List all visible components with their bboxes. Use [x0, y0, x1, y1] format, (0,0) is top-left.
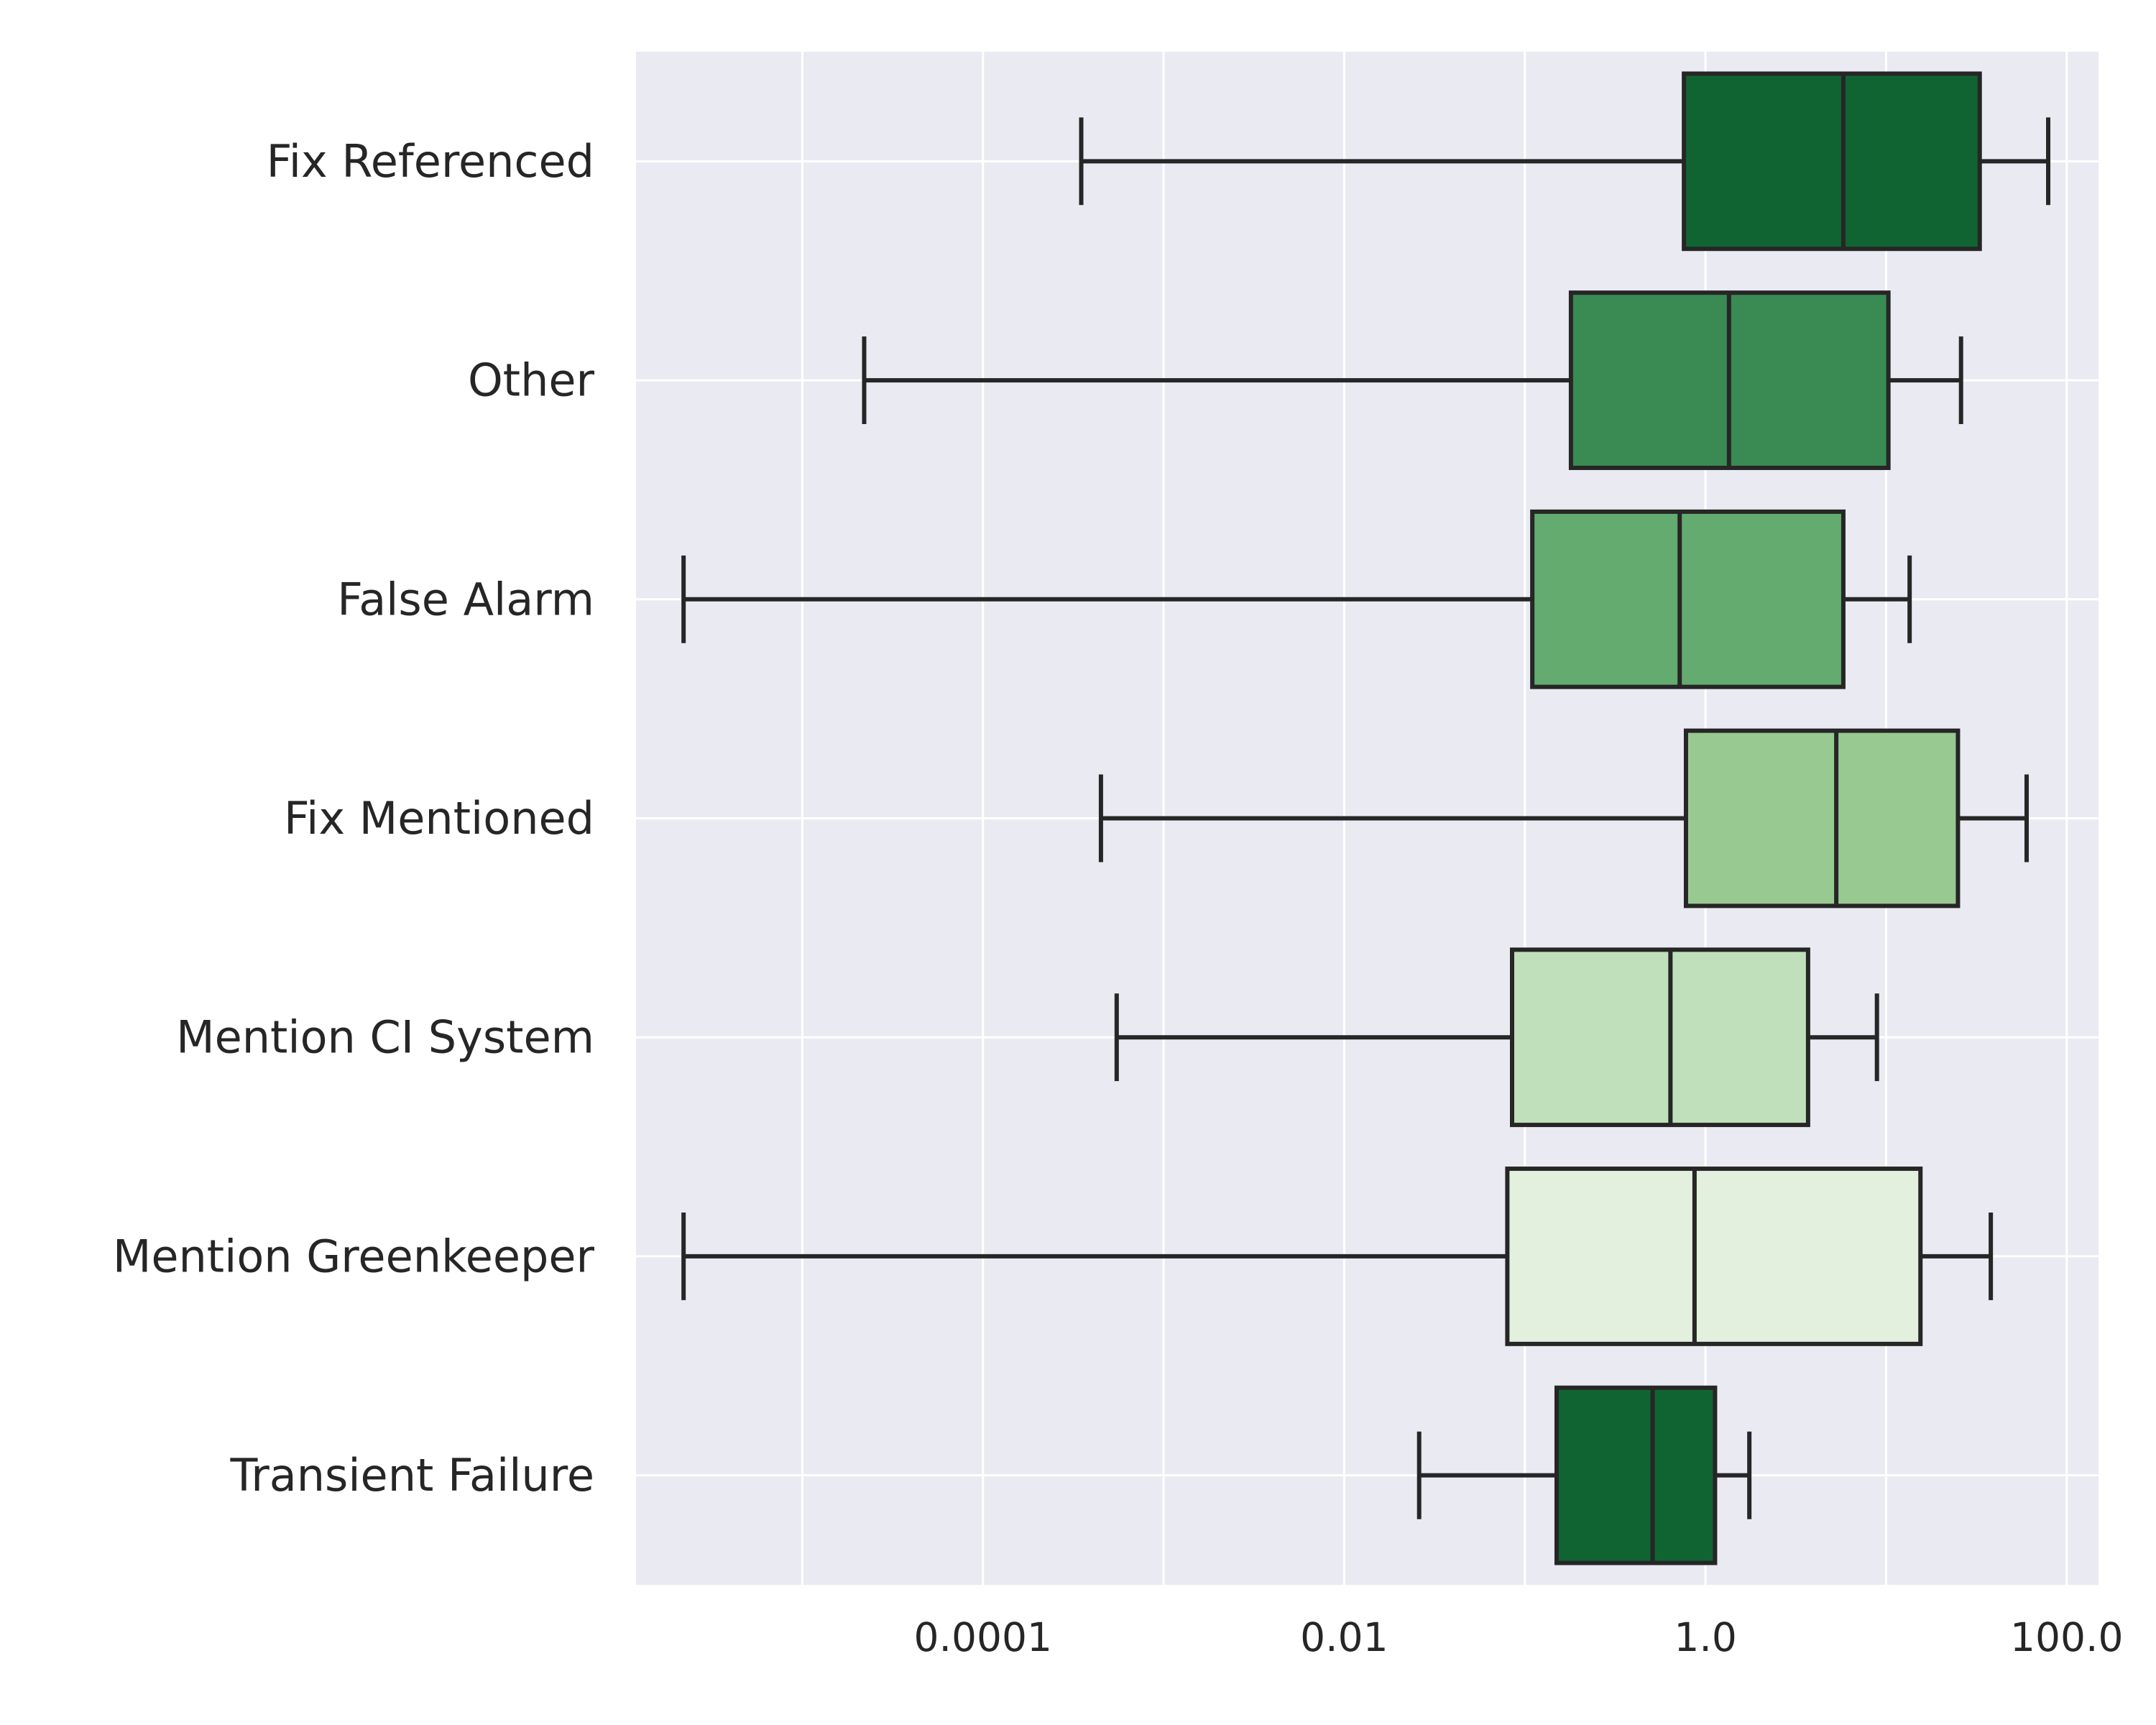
- iqr-box: [1505, 1167, 1923, 1346]
- box-fix-referenced: [1079, 71, 2051, 252]
- category-label: Mention Greenkeeper: [113, 1230, 595, 1282]
- x-tick-label: 1.0: [1674, 1614, 1736, 1660]
- category-label: False Alarm: [337, 573, 594, 625]
- category-label: Fix Referenced: [267, 135, 594, 188]
- x-tick-label: 0.01: [1300, 1614, 1388, 1660]
- y-axis-category-labels: Fix Referenced Other False Alarm Fix Mentio…: [113, 135, 595, 1501]
- boxes: [681, 71, 2051, 1565]
- iqr-box: [1510, 947, 1810, 1128]
- box-mention-greenkeeper: [681, 1167, 1994, 1346]
- box-other: [862, 290, 1963, 470]
- category-label: Fix Mentioned: [284, 792, 594, 845]
- iqr-box: [1682, 71, 1982, 252]
- box-transient-failure: [1416, 1385, 1752, 1565]
- box-mention-ci-system: [1114, 947, 1879, 1128]
- box-false-alarm: [681, 509, 1912, 689]
- iqr-box: [1683, 728, 1961, 908]
- category-label: Transient Failure: [229, 1449, 594, 1501]
- category-label: Mention CI System: [176, 1011, 594, 1064]
- x-axis-tick-labels: 0.0001 0.01 1.0 100.0: [914, 1614, 2124, 1660]
- iqr-box: [1530, 509, 1846, 689]
- x-tick-label: 100.0: [2010, 1614, 2123, 1660]
- iqr-box: [1554, 1385, 1718, 1565]
- box-fix-mentioned: [1098, 728, 2029, 908]
- x-tick-label: 0.0001: [914, 1614, 1052, 1660]
- category-label: Other: [468, 354, 595, 407]
